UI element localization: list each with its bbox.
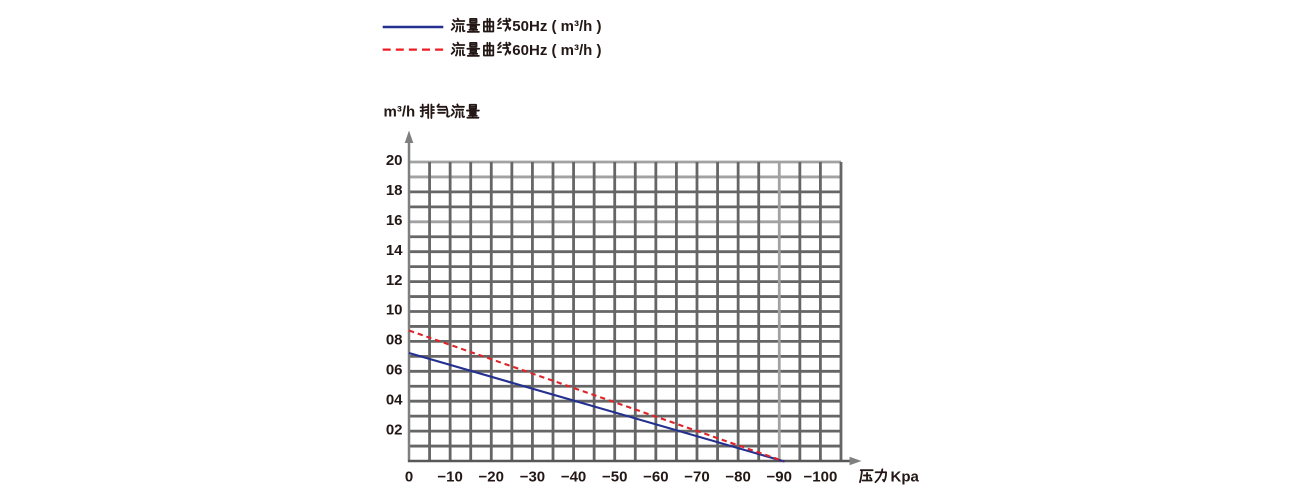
- svg-text:−70: −70: [684, 468, 709, 485]
- svg-text:18: 18: [386, 182, 403, 199]
- svg-text:60Hz ( m³/h ): 60Hz ( m³/h ): [512, 42, 601, 59]
- svg-text:02: 02: [386, 421, 403, 438]
- svg-text:−90: −90: [767, 468, 792, 485]
- svg-text:08: 08: [386, 332, 403, 349]
- svg-text:50Hz ( m³/h ): 50Hz ( m³/h ): [512, 18, 601, 35]
- svg-text:m³/h: m³/h: [384, 103, 416, 120]
- svg-text:−60: −60: [643, 468, 668, 485]
- svg-text:Kpa: Kpa: [891, 468, 920, 485]
- svg-text:10: 10: [386, 302, 403, 319]
- svg-text:06: 06: [386, 362, 403, 379]
- svg-text:−40: −40: [561, 468, 586, 485]
- svg-text:14: 14: [386, 242, 403, 259]
- svg-text:20: 20: [386, 152, 403, 169]
- svg-text:−10: −10: [437, 468, 462, 485]
- svg-text:−50: −50: [602, 468, 627, 485]
- svg-text:16: 16: [386, 212, 403, 229]
- svg-text:−100: −100: [804, 468, 838, 485]
- svg-text:−20: −20: [479, 468, 504, 485]
- svg-text:04: 04: [386, 391, 403, 408]
- svg-text:0: 0: [405, 468, 413, 485]
- svg-text:−30: −30: [520, 468, 545, 485]
- svg-text:12: 12: [386, 272, 403, 289]
- svg-text:−80: −80: [725, 468, 750, 485]
